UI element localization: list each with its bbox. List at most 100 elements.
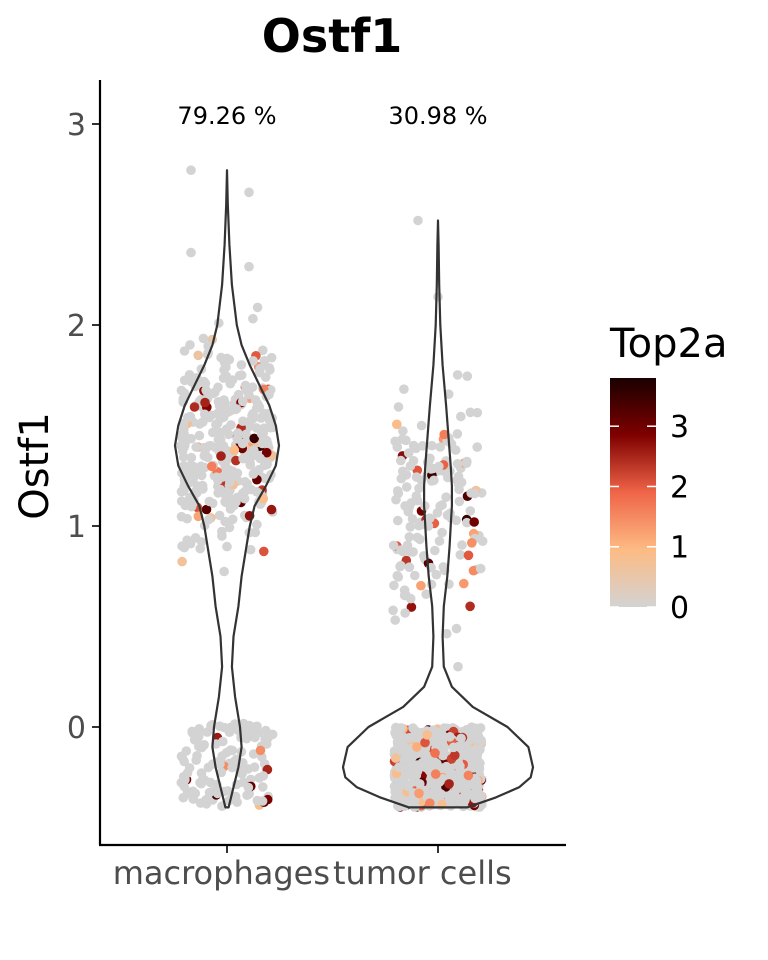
cell-point [404,532,415,542]
cell-point [204,787,215,798]
cell-point [266,352,277,363]
color-legend: Top2a 0 1 2 3 [609,321,727,626]
cell-point [429,475,439,486]
legend-ticks: 0 1 2 3 [610,410,689,626]
cell-point [238,396,248,407]
cell-point [391,494,401,505]
cell-point [452,459,463,469]
cell-point [198,333,209,344]
cell-point [220,497,230,507]
cell-point [477,536,488,546]
cell-point [469,488,480,499]
cell-point [392,442,403,452]
cell-point [400,608,410,618]
cell-point [186,376,197,387]
violin-shapes [173,169,535,809]
cell-point [214,721,225,731]
cell-point [462,517,472,528]
cell-point [179,388,190,399]
cell-point [252,721,262,732]
cell-point [261,725,271,736]
cell-point [437,527,447,538]
cell-point [227,762,237,773]
y-tick-label: 2 [67,309,86,344]
cell-point [469,517,480,527]
cell-point [452,370,463,380]
cell-point [405,593,416,604]
cell-point [204,514,214,525]
cell-point [216,451,226,461]
cell-point [425,798,435,808]
cell-point [251,487,262,497]
cell-point [176,511,187,522]
cell-point [265,365,275,375]
cell-point [459,578,469,589]
cell-point [432,508,443,518]
cell-point [179,438,189,449]
cell-point [177,556,187,567]
cell-point [416,580,426,591]
cell-point [452,429,463,439]
cell-point [399,585,410,595]
cell-point [201,504,212,515]
cell-point [405,522,416,532]
cell-point [240,477,250,487]
cell-point [215,759,225,769]
cell-point [245,544,256,555]
cell-point [217,751,227,761]
jitter-points [176,165,488,812]
cell-point [434,536,445,546]
cell-point [199,462,210,473]
cell-point [186,165,196,175]
cell-point [390,615,401,625]
cell-point [407,514,418,524]
cell-point [223,429,234,440]
cell-point [189,402,200,412]
cell-point [219,566,229,577]
cell-point [462,456,472,467]
cell-point [200,397,210,408]
cell-point [225,378,236,389]
cell-point [426,464,436,474]
cell-point [392,486,403,496]
cell-point [218,373,229,383]
cell-point [238,718,249,729]
cell-point [211,419,221,430]
chart-title: Ostf1 [262,9,403,63]
cell-point [431,569,442,580]
cell-point [455,550,466,560]
cell-point [414,483,424,494]
cell-point [259,356,270,366]
cell-point [238,453,248,464]
cell-point [439,429,450,440]
cell-point [472,407,483,418]
cell-point [194,430,205,441]
cell-point [454,496,465,507]
cell-point [465,506,476,516]
cell-point [261,447,272,458]
cell-point [249,433,259,444]
cell-point [196,537,207,547]
cell-point [472,749,483,760]
cell-point [191,442,201,452]
cell-point [252,795,263,806]
cell-point [465,601,475,612]
cell-point [425,513,435,523]
cell-point [467,538,477,548]
cell-point [192,751,202,761]
cell-point [266,504,277,515]
cell-point [186,247,196,258]
cell-point [476,735,486,746]
cell-point [430,545,440,556]
cell-point [444,794,455,805]
cell-point [462,371,473,382]
cell-point [420,737,430,748]
cell-point [404,562,415,572]
cell-point [453,479,464,489]
cell-point [426,579,437,590]
cell-point [218,404,228,414]
cell-point [404,754,415,765]
cell-point [388,540,399,551]
cell-point [475,563,486,574]
cell-point [259,546,269,557]
